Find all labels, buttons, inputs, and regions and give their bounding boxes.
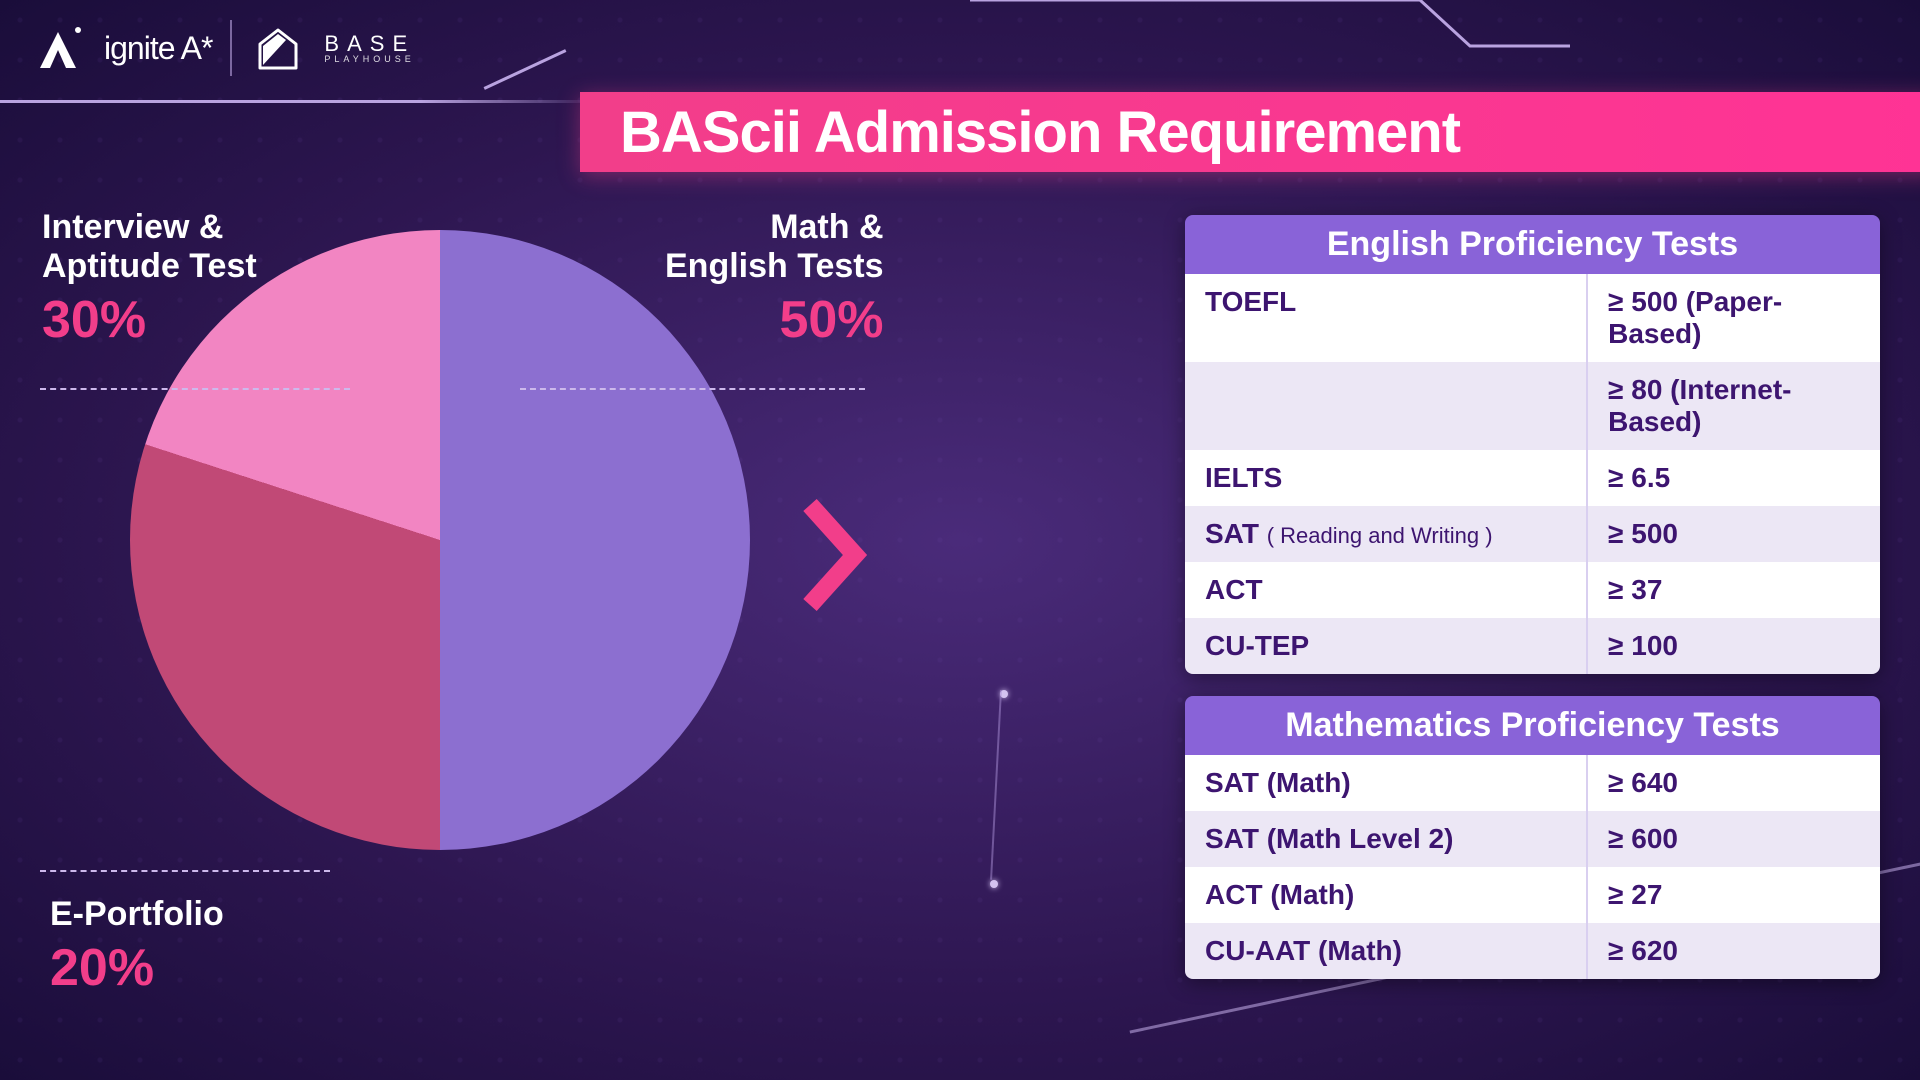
pie-label-portfolio: E-Portfolio 20% — [50, 895, 224, 998]
table-row: ACT≥ 37 — [1185, 562, 1880, 618]
test-name: SAT ( Reading and Writing ) — [1185, 506, 1588, 562]
decorative-line — [970, 0, 1570, 48]
pie-label-math-english: Math &English Tests 50% — [665, 208, 884, 350]
test-score: ≥ 100 — [1588, 618, 1880, 674]
test-name: TOEFL — [1185, 274, 1588, 362]
label-connector — [40, 388, 350, 390]
test-score: ≥ 620 — [1588, 923, 1880, 979]
label-connector — [40, 870, 330, 872]
test-score: ≥ 500 — [1588, 506, 1880, 562]
base-logo-icon — [250, 20, 306, 76]
test-score: ≥ 600 — [1588, 811, 1880, 867]
page-title: BAScii Admission Requirement — [620, 99, 1460, 166]
logo-divider — [230, 20, 232, 76]
ignite-logo-icon — [30, 20, 86, 76]
table-row: SAT (Math)≥ 640 — [1185, 755, 1880, 811]
test-name: ACT (Math) — [1185, 867, 1588, 923]
title-banner: BAScii Admission Requirement — [580, 92, 1920, 172]
test-name: CU-TEP — [1185, 618, 1588, 674]
table-row: CU-TEP≥ 100 — [1185, 618, 1880, 674]
test-score: ≥ 37 — [1588, 562, 1880, 618]
table-header: English Proficiency Tests — [1185, 215, 1880, 274]
table-header: Mathematics Proficiency Tests — [1185, 696, 1880, 755]
test-name: IELTS — [1185, 450, 1588, 506]
test-score: ≥ 500 (Paper-Based) — [1588, 274, 1880, 362]
test-score: ≥ 27 — [1588, 867, 1880, 923]
test-name: ACT — [1185, 562, 1588, 618]
test-score: ≥ 80 (Internet-Based) — [1588, 362, 1880, 450]
table-row: ≥ 80 (Internet-Based) — [1185, 362, 1880, 450]
test-score: ≥ 6.5 — [1588, 450, 1880, 506]
test-name: CU-AAT (Math) — [1185, 923, 1588, 979]
table-row: SAT ( Reading and Writing )≥ 500 — [1185, 506, 1880, 562]
test-name: SAT (Math Level 2) — [1185, 811, 1588, 867]
english-table: English Proficiency Tests TOEFL≥ 500 (Pa… — [1185, 215, 1880, 674]
base-logo-text: BASE PLAYHOUSE — [324, 33, 415, 64]
label-connector — [520, 388, 865, 390]
test-name: SAT (Math) — [1185, 755, 1588, 811]
table-row: IELTS≥ 6.5 — [1185, 450, 1880, 506]
table-row: CU-AAT (Math)≥ 620 — [1185, 923, 1880, 979]
math-table: Mathematics Proficiency Tests SAT (Math)… — [1185, 696, 1880, 979]
requirement-tables: English Proficiency Tests TOEFL≥ 500 (Pa… — [1185, 215, 1880, 979]
table-row: ACT (Math)≥ 27 — [1185, 867, 1880, 923]
header-logos: ignite A* BASE PLAYHOUSE — [30, 20, 415, 76]
pie-label-interview: Interview &Aptitude Test 30% — [42, 208, 257, 350]
table-row: TOEFL≥ 500 (Paper-Based) — [1185, 274, 1880, 362]
arrow-icon — [800, 495, 870, 615]
ignite-logo-text: ignite A* — [104, 30, 212, 67]
table-row: SAT (Math Level 2)≥ 600 — [1185, 811, 1880, 867]
decorative-dot — [990, 880, 998, 888]
test-score: ≥ 640 — [1588, 755, 1880, 811]
test-name — [1185, 362, 1588, 450]
decorative-line — [0, 100, 600, 103]
